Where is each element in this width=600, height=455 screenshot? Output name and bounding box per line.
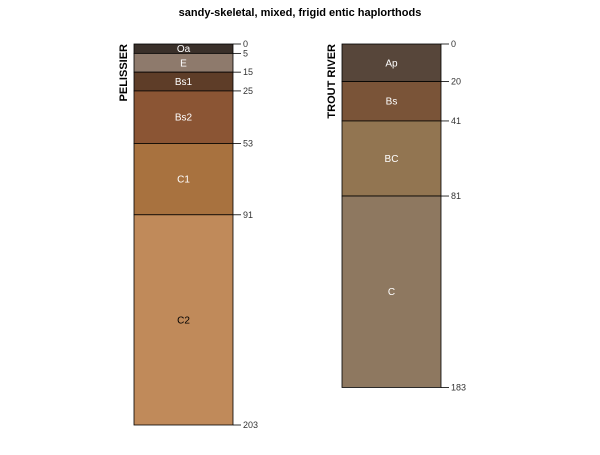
depth-label: 20 xyxy=(451,77,461,87)
profile-pelissier: Oa E Bs1 Bs2 C1 C2 05 15 25 53 91 203 PELISSIER xyxy=(118,39,258,430)
horizon-label: Ap xyxy=(385,58,398,69)
horizon-bc xyxy=(341,120,442,197)
profile-name: PELISSIER xyxy=(118,44,130,102)
depth-label: 91 xyxy=(243,210,253,220)
horizon-c1 xyxy=(133,143,234,216)
horizon-label: C1 xyxy=(177,175,190,186)
depth-label: 5 xyxy=(243,48,248,58)
horizon-label: Bs2 xyxy=(175,113,193,124)
horizon-label: Oa xyxy=(177,44,191,55)
depth-label: 0 xyxy=(243,39,248,49)
horizon-label: Bs1 xyxy=(175,77,193,88)
horizon-label: Bs xyxy=(386,97,398,108)
depth-label: 41 xyxy=(451,116,461,126)
horizon-c2 xyxy=(133,214,234,426)
depth-label: 53 xyxy=(243,138,253,148)
horizon-label: C2 xyxy=(177,315,190,326)
chart-title: sandy-skeletal, mixed, frigid entic hapl… xyxy=(179,7,422,19)
depth-label: 203 xyxy=(243,420,258,430)
depth-label: 81 xyxy=(451,191,461,201)
horizon-bs xyxy=(341,81,442,122)
horizon-label: E xyxy=(180,58,187,69)
depth-label: 15 xyxy=(243,67,253,77)
horizon-c xyxy=(341,195,442,388)
depth-label: 0 xyxy=(451,39,456,49)
profile-trout-river: Ap Bs BC C 0 20 41 81 183 TROUT RIVER xyxy=(326,39,466,392)
profile-name: TROUT RIVER xyxy=(326,44,338,119)
horizon-label: C xyxy=(388,287,395,298)
horizon-ap xyxy=(341,43,442,82)
depth-label: 25 xyxy=(243,86,253,96)
horizon-label: BC xyxy=(385,154,399,165)
depth-label: 183 xyxy=(451,382,466,392)
horizon-bs2 xyxy=(133,90,234,144)
